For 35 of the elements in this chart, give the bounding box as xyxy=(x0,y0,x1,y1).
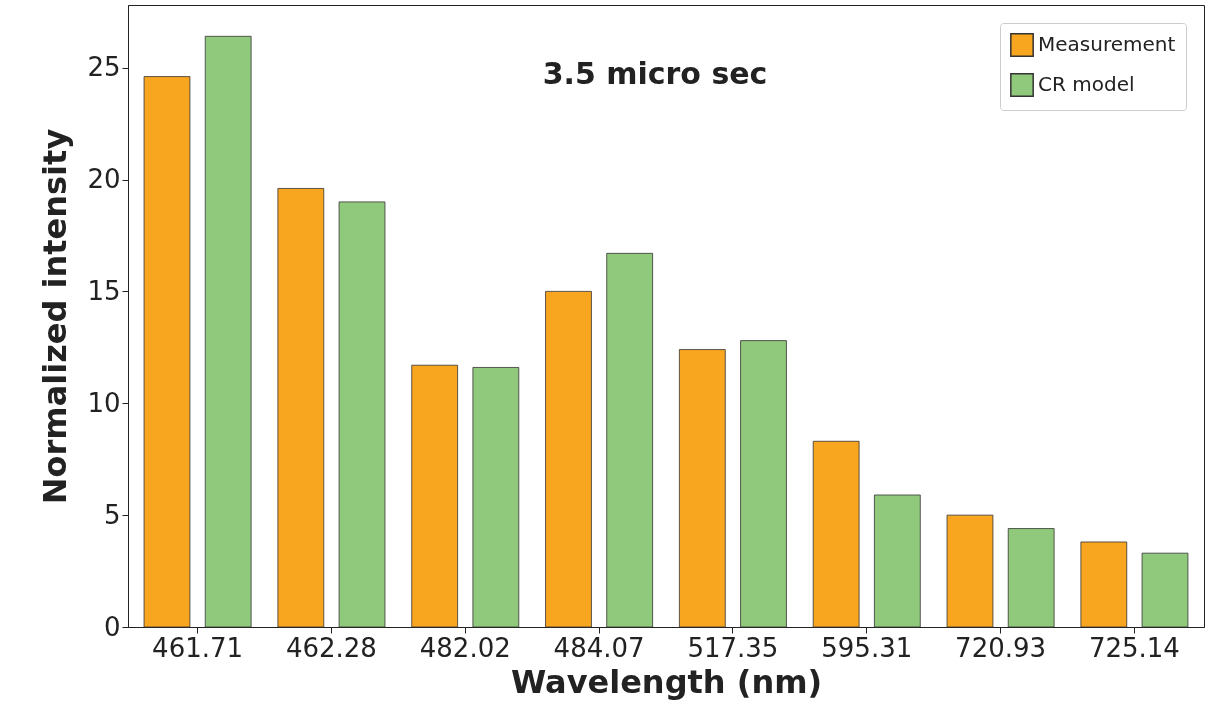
bar xyxy=(946,514,994,628)
bar xyxy=(740,340,787,628)
x-tick-label: 595.31 xyxy=(821,632,913,663)
y-tick-label: 20 xyxy=(87,164,121,195)
bar xyxy=(411,364,459,628)
bar xyxy=(1007,528,1055,628)
y-tick-label: 5 xyxy=(103,499,121,530)
x-tick-label: 720.93 xyxy=(955,632,1047,663)
annotation: 3.5 micro sec xyxy=(542,56,768,91)
x-axis-title: Wavelength (nm) xyxy=(510,662,823,701)
bar xyxy=(1141,552,1189,628)
bar xyxy=(606,252,654,628)
x-tick-label: 725.14 xyxy=(1088,632,1180,663)
y-axis-title: Normalized intensity xyxy=(36,128,75,505)
bar xyxy=(873,494,921,628)
bar xyxy=(143,76,191,628)
y-tick-label: 15 xyxy=(87,275,121,306)
bar xyxy=(678,349,726,628)
bar xyxy=(812,440,860,628)
bar xyxy=(1080,541,1128,628)
x-tick-label: 462.28 xyxy=(285,632,377,663)
x-tick-label: 517.35 xyxy=(687,632,779,663)
y-tick-label: 25 xyxy=(87,52,121,83)
bar xyxy=(545,290,592,628)
bar xyxy=(472,367,520,628)
bar xyxy=(338,201,386,628)
y-tick-label: 10 xyxy=(87,387,121,418)
bar xyxy=(204,35,252,628)
x-tick-label: 482.02 xyxy=(419,632,511,663)
y-tick-label: 0 xyxy=(103,611,121,642)
x-tick-label: 461.71 xyxy=(152,632,244,663)
legend-label: CR model xyxy=(1038,72,1135,96)
legend-label: Measurement xyxy=(1038,32,1176,56)
x-tick-label: 484.07 xyxy=(553,632,645,663)
bar xyxy=(277,188,325,628)
